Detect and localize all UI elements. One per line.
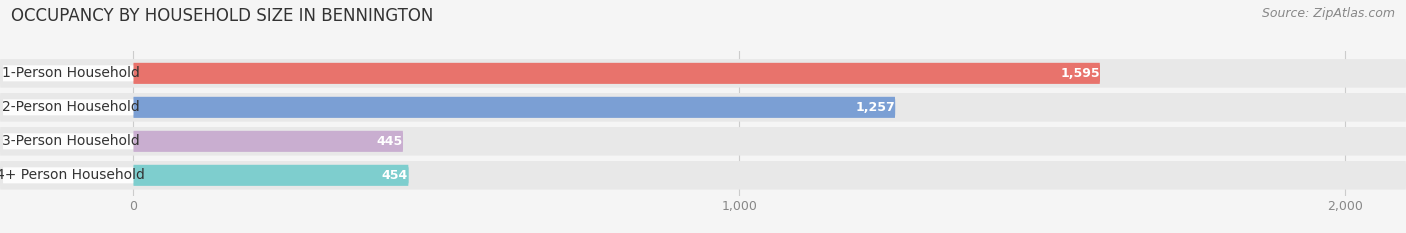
FancyBboxPatch shape (134, 97, 896, 118)
FancyBboxPatch shape (134, 131, 404, 152)
Text: 1,257: 1,257 (855, 101, 896, 114)
FancyBboxPatch shape (3, 99, 134, 115)
FancyBboxPatch shape (1060, 65, 1099, 81)
FancyBboxPatch shape (0, 127, 1406, 156)
FancyBboxPatch shape (134, 165, 409, 186)
FancyBboxPatch shape (0, 59, 1406, 88)
Text: 2-Person Household: 2-Person Household (1, 100, 139, 114)
FancyBboxPatch shape (381, 167, 409, 183)
Text: 3-Person Household: 3-Person Household (1, 134, 139, 148)
FancyBboxPatch shape (3, 167, 134, 183)
FancyBboxPatch shape (0, 161, 1406, 190)
FancyBboxPatch shape (3, 65, 134, 81)
Text: OCCUPANCY BY HOUSEHOLD SIZE IN BENNINGTON: OCCUPANCY BY HOUSEHOLD SIZE IN BENNINGTO… (11, 7, 433, 25)
FancyBboxPatch shape (0, 93, 1406, 122)
Text: Source: ZipAtlas.com: Source: ZipAtlas.com (1261, 7, 1395, 20)
Text: 1,595: 1,595 (1060, 67, 1099, 80)
FancyBboxPatch shape (856, 99, 896, 115)
FancyBboxPatch shape (375, 133, 404, 149)
FancyBboxPatch shape (3, 133, 134, 149)
FancyBboxPatch shape (134, 63, 1099, 84)
Text: 454: 454 (381, 169, 408, 182)
Text: 1-Person Household: 1-Person Household (1, 66, 139, 80)
Text: 4+ Person Household: 4+ Person Household (0, 168, 145, 182)
Text: 445: 445 (377, 135, 402, 148)
